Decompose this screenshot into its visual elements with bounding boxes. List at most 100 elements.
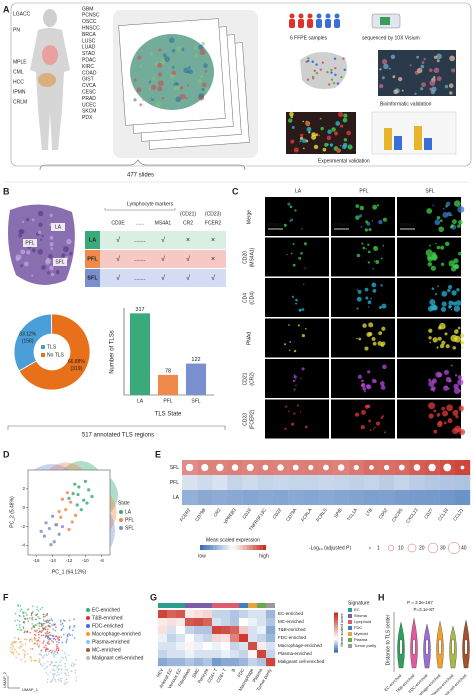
signal <box>294 209 297 212</box>
cell-dot <box>53 674 55 677</box>
colorbar-step <box>334 645 338 648</box>
signal <box>453 305 461 312</box>
heat-cell <box>167 634 177 643</box>
tissue-texture <box>38 230 42 234</box>
cell-dot <box>44 635 47 637</box>
panel-label: G <box>150 592 157 602</box>
cell-dot <box>64 674 67 677</box>
panel-label: A <box>3 4 10 14</box>
heat-cell <box>194 634 204 643</box>
signal <box>446 404 453 412</box>
organ <box>38 73 56 87</box>
tissue-texture <box>137 55 142 60</box>
signal <box>441 406 446 411</box>
cell-dot <box>26 630 29 632</box>
signal <box>361 409 367 415</box>
tissue-texture <box>49 242 54 247</box>
annotation-cell <box>248 603 257 608</box>
spot <box>306 78 310 81</box>
signal <box>372 428 375 431</box>
column-label: CD22 <box>272 507 283 520</box>
cell-dot <box>58 636 61 638</box>
signal <box>356 296 362 302</box>
signal <box>425 249 433 257</box>
y-tick-label: -4 <box>21 543 25 548</box>
signal <box>304 425 308 429</box>
cell-dot <box>38 625 41 627</box>
signal <box>285 405 288 408</box>
cell-dot <box>45 647 48 649</box>
cell-dot <box>14 619 16 622</box>
legend-swatch <box>348 608 352 612</box>
he-texture <box>449 91 453 95</box>
heat-cell <box>176 650 186 659</box>
scale-label: 200μm <box>268 222 282 227</box>
heat-cell <box>257 490 274 505</box>
cell-dot <box>51 661 54 663</box>
signal <box>379 381 385 386</box>
tissue-texture <box>154 61 159 66</box>
heat-cell <box>239 642 249 651</box>
point <box>85 501 89 505</box>
signal <box>357 289 362 294</box>
cell-dot <box>36 643 39 645</box>
heat-cell <box>288 490 304 505</box>
cell-dot <box>62 657 65 659</box>
cell-dot <box>56 647 58 649</box>
cell-dot <box>56 645 58 648</box>
person-icon <box>289 19 295 28</box>
if-texture <box>314 133 318 137</box>
signal <box>448 379 452 383</box>
cell-dot <box>24 650 26 652</box>
cell-dot <box>41 630 43 632</box>
heat-cell <box>394 475 410 490</box>
signal <box>449 226 453 229</box>
signal <box>451 290 457 296</box>
heat-cell <box>203 626 213 635</box>
legend-label: MC-enriched <box>92 647 121 653</box>
micrograph <box>397 278 461 317</box>
signal <box>451 214 453 217</box>
cell-dot <box>10 650 12 653</box>
cell-dot <box>40 634 43 637</box>
signal <box>370 297 372 300</box>
significance-dot <box>276 463 285 472</box>
colorbar-step <box>334 647 338 651</box>
cell-dot <box>44 648 47 651</box>
legend-marker <box>86 648 90 652</box>
cell-dot <box>38 645 40 648</box>
signal <box>284 427 287 430</box>
point <box>69 500 73 504</box>
cell-dot <box>12 641 15 643</box>
cell-dot <box>75 658 77 661</box>
cell-dot <box>40 650 42 652</box>
signal <box>358 214 363 218</box>
signal <box>303 242 307 246</box>
cell-dot <box>19 645 22 648</box>
micrograph <box>265 197 329 236</box>
legend-swatch <box>348 632 352 636</box>
significance-dot <box>398 464 406 471</box>
signal <box>368 331 373 337</box>
point <box>73 513 78 517</box>
cell-dot <box>48 643 51 645</box>
significance-dot <box>413 463 421 472</box>
cell-dot <box>28 617 31 619</box>
data-label: 66.88% <box>68 359 86 365</box>
annotation-cell <box>221 603 230 608</box>
signal <box>453 387 461 394</box>
signal <box>365 404 368 407</box>
cell-dot <box>17 653 20 656</box>
cell-dot <box>53 624 55 626</box>
bar <box>158 374 178 395</box>
cell-dot <box>54 664 57 667</box>
cell-dot <box>44 668 46 670</box>
signal <box>356 253 361 258</box>
heat-cell <box>379 475 395 490</box>
cell-dot <box>31 612 34 614</box>
cell-dot <box>42 634 45 637</box>
signal <box>284 343 287 346</box>
cell-dot <box>63 651 66 654</box>
cell-dot <box>51 650 54 653</box>
cell-dot <box>65 678 68 680</box>
